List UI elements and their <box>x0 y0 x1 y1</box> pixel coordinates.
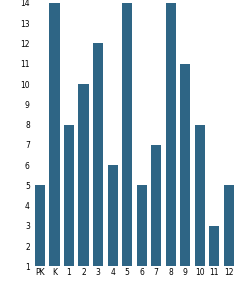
Bar <box>93 44 103 287</box>
Bar <box>151 145 161 287</box>
Bar <box>64 125 74 287</box>
Bar <box>166 3 176 287</box>
Bar <box>108 165 118 287</box>
Bar <box>137 185 147 287</box>
Bar <box>35 185 45 287</box>
Bar <box>195 125 205 287</box>
Bar <box>180 64 190 287</box>
Bar <box>224 185 234 287</box>
Bar <box>122 3 132 287</box>
Bar <box>209 226 219 287</box>
Bar <box>78 84 89 287</box>
Bar <box>49 3 60 287</box>
